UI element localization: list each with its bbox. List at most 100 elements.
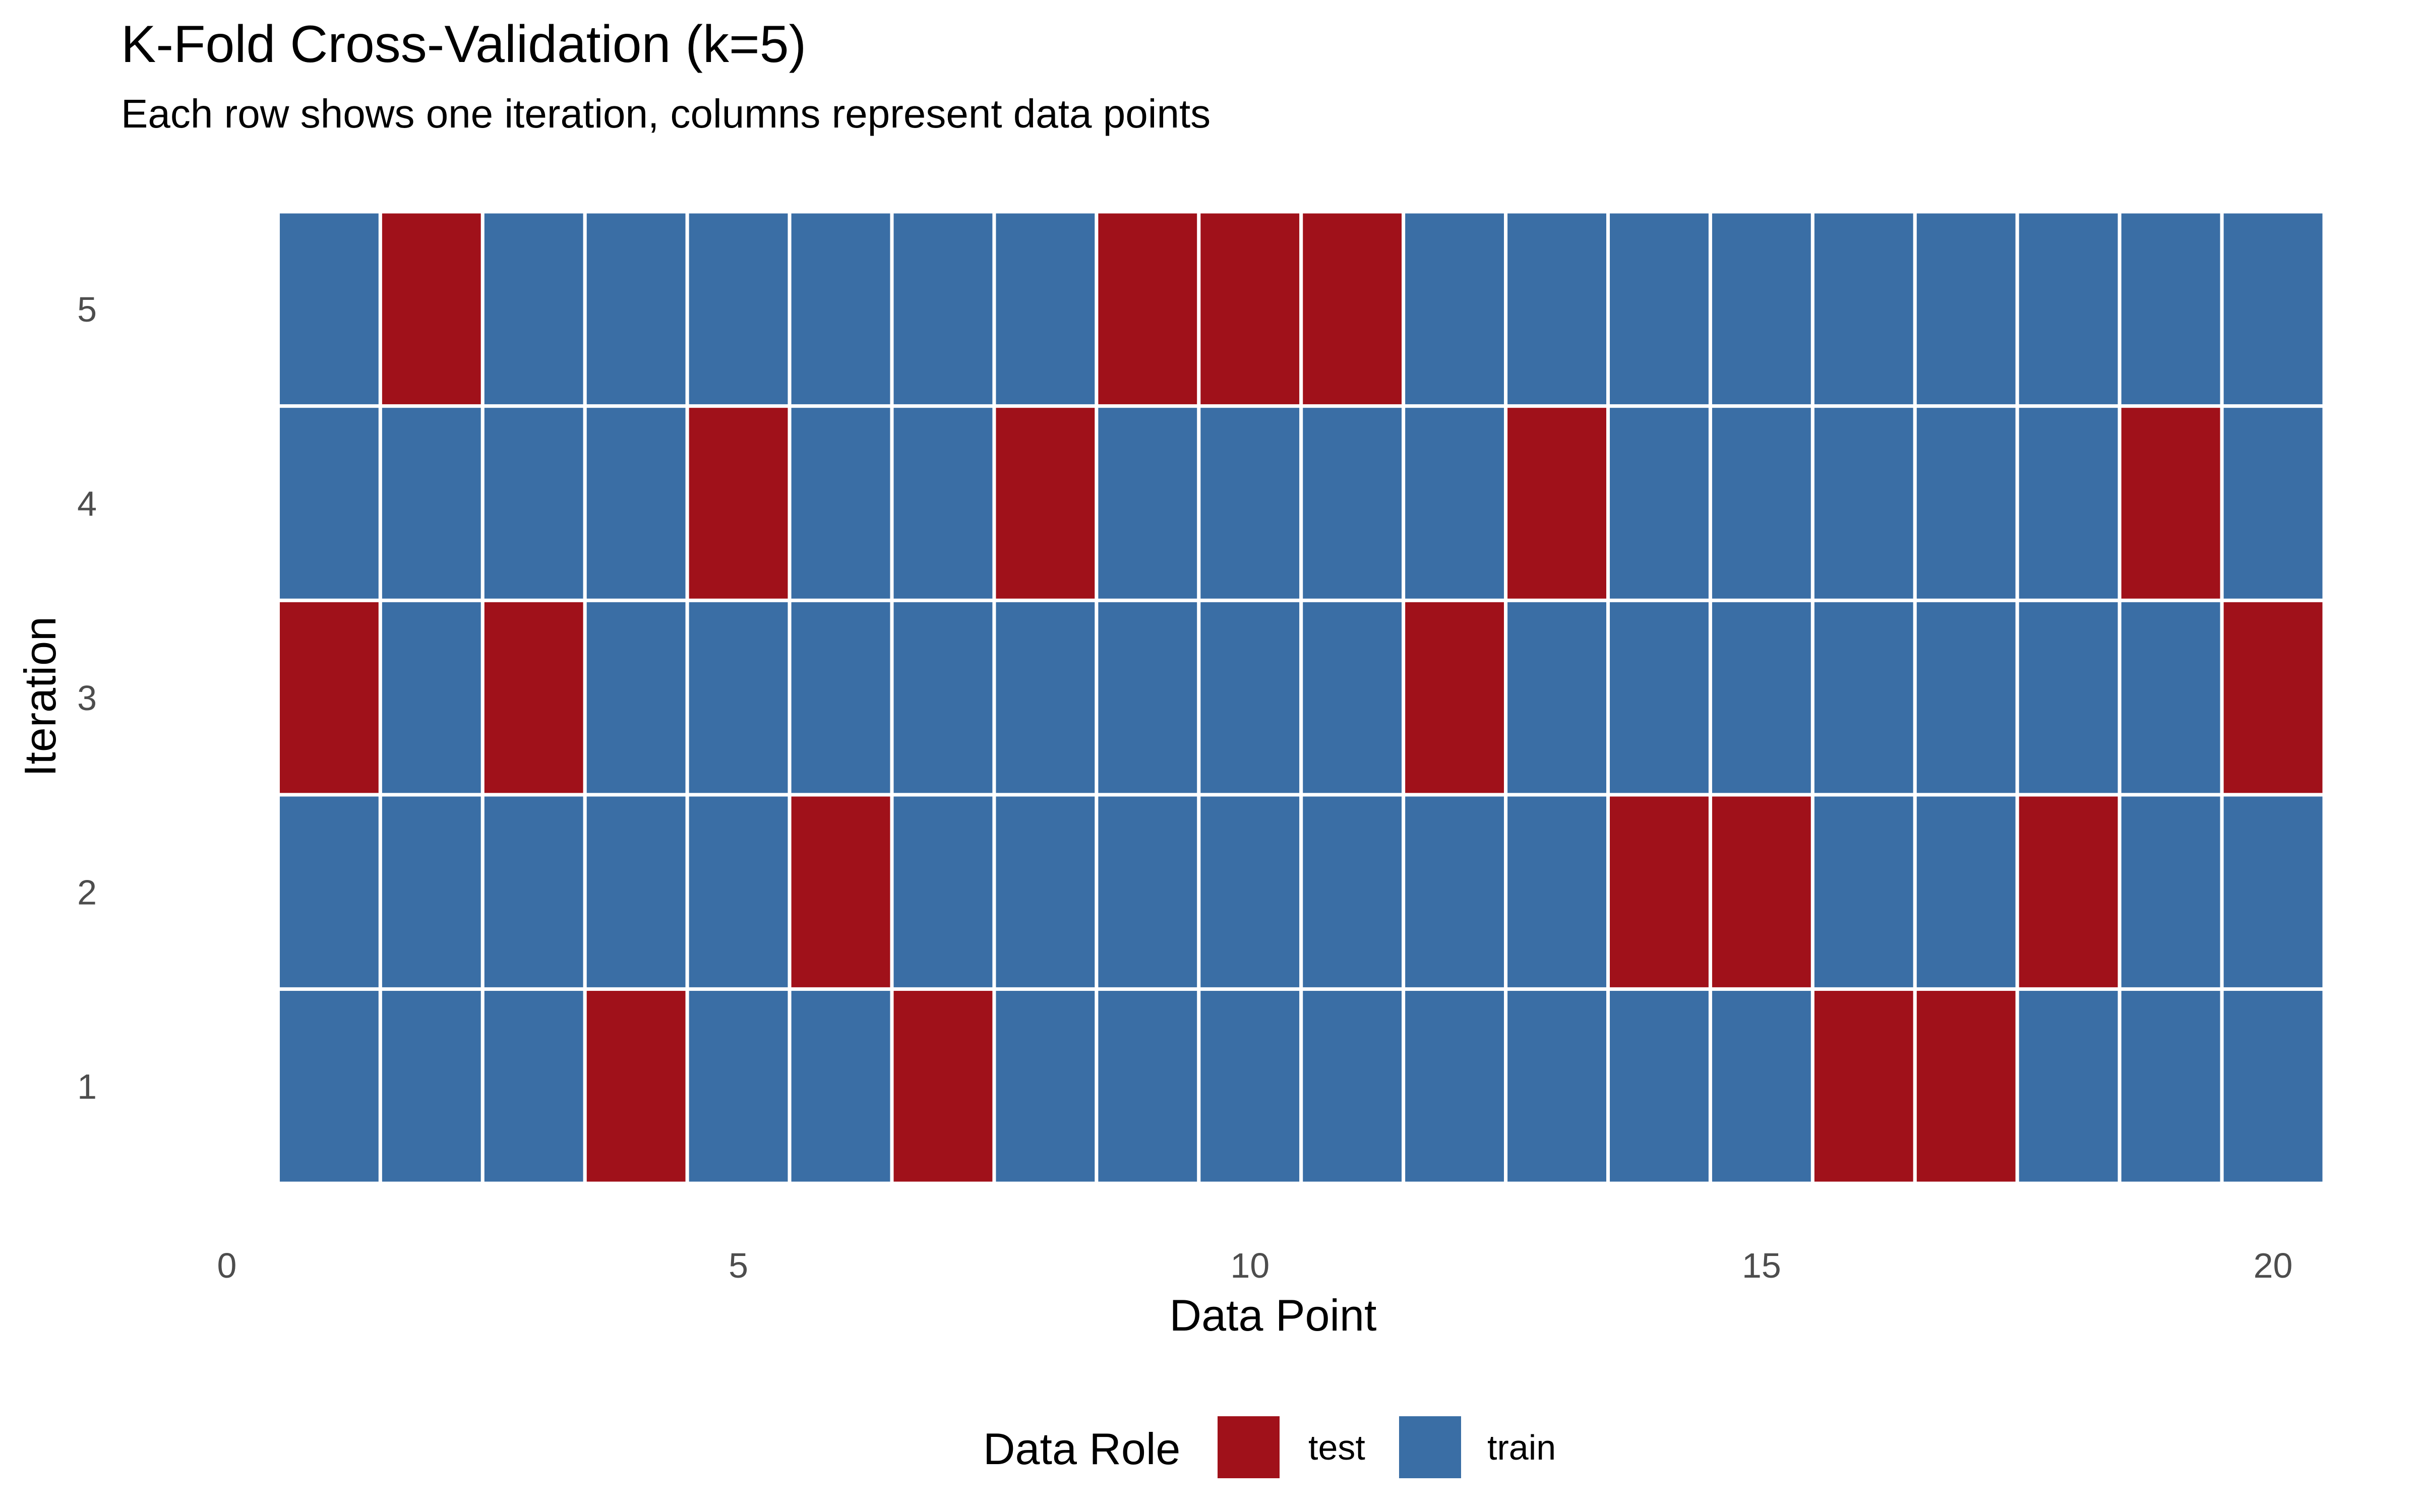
cell-iter5-point6-train xyxy=(788,210,894,408)
cell-iter1-point15-train xyxy=(1708,987,1814,1185)
cell-iter3-point20-test xyxy=(2220,598,2326,797)
chart-title: K-Fold Cross-Validation (k=5) xyxy=(121,15,806,74)
cell-iter5-point10-test xyxy=(1197,210,1303,408)
cell-iter1-point19-train xyxy=(2118,987,2224,1185)
cell-iter4-point8-test xyxy=(992,404,1099,602)
cell-iter1-point5-train xyxy=(685,987,792,1185)
cell-iter2-point9-train xyxy=(1095,793,1201,991)
cell-iter3-point12-test xyxy=(1402,598,1508,797)
cell-iter2-point19-train xyxy=(2118,793,2224,991)
cell-iter3-point1-test xyxy=(276,598,382,797)
cell-iter4-point16-train xyxy=(1810,404,1917,602)
cell-iter2-point17-train xyxy=(1913,793,2019,991)
cell-iter2-point4-train xyxy=(583,793,689,991)
cell-iter3-point18-train xyxy=(2015,598,2122,797)
cell-iter2-point18-test xyxy=(2015,793,2122,991)
y-axis-title: Iteration xyxy=(15,616,65,777)
legend-label-train: train xyxy=(1487,1428,1556,1467)
cell-iter4-point9-train xyxy=(1095,404,1201,602)
x-tick-label: 5 xyxy=(729,1246,748,1285)
cell-iter1-point3-train xyxy=(480,987,587,1185)
cell-iter5-point7-train xyxy=(890,210,996,408)
cell-iter2-point5-train xyxy=(685,793,792,991)
cell-iter2-point13-train xyxy=(1504,793,1610,991)
cell-iter5-point18-train xyxy=(2015,210,2122,408)
cell-iter4-point18-train xyxy=(2015,404,2122,602)
cell-iter4-point15-train xyxy=(1708,404,1814,602)
cell-iter2-point12-train xyxy=(1402,793,1508,991)
cell-iter5-point8-train xyxy=(992,210,1099,408)
cell-iter1-point11-train xyxy=(1299,987,1406,1185)
y-tick-label: 5 xyxy=(77,290,97,329)
cell-iter5-point5-train xyxy=(685,210,792,408)
cell-iter5-point9-test xyxy=(1095,210,1201,408)
x-tick-label: 20 xyxy=(2254,1246,2293,1285)
cell-iter3-point11-train xyxy=(1299,598,1406,797)
cell-iter3-point9-train xyxy=(1095,598,1201,797)
cell-iter1-point1-train xyxy=(276,987,382,1185)
cell-iter1-point16-test xyxy=(1810,987,1917,1185)
cell-iter3-point15-train xyxy=(1708,598,1814,797)
cell-iter5-point15-train xyxy=(1708,210,1814,408)
y-tick-label: 2 xyxy=(77,873,97,912)
cell-iter4-point13-test xyxy=(1504,404,1610,602)
cell-iter4-point3-train xyxy=(480,404,587,602)
cell-iter4-point20-train xyxy=(2220,404,2326,602)
legend: Data Role test train xyxy=(983,1416,1556,1478)
cell-iter3-point3-test xyxy=(480,598,587,797)
cell-iter4-point19-test xyxy=(2118,404,2224,602)
legend-label-test: test xyxy=(1308,1428,1365,1467)
legend-swatch-test xyxy=(1218,1416,1280,1478)
cell-iter4-point12-train xyxy=(1402,404,1508,602)
cell-iter2-point10-train xyxy=(1197,793,1303,991)
cell-iter2-point15-test xyxy=(1708,793,1814,991)
cell-iter3-point6-train xyxy=(788,598,894,797)
cell-iter2-point2-train xyxy=(378,793,485,991)
cell-iter5-point17-train xyxy=(1913,210,2019,408)
cell-iter3-point4-train xyxy=(583,598,689,797)
cell-iter1-point6-train xyxy=(788,987,894,1185)
cell-iter2-point6-test xyxy=(788,793,894,991)
cell-iter1-point2-train xyxy=(378,987,485,1185)
cell-iter3-point10-train xyxy=(1197,598,1303,797)
cell-iter5-point19-train xyxy=(2118,210,2224,408)
cell-iter3-point19-train xyxy=(2118,598,2224,797)
y-tick-label: 3 xyxy=(77,678,97,718)
cell-iter1-point7-test xyxy=(890,987,996,1185)
cell-iter5-point1-train xyxy=(276,210,382,408)
cell-iter4-point1-train xyxy=(276,404,382,602)
cell-iter2-point3-train xyxy=(480,793,587,991)
legend-swatch-train xyxy=(1399,1416,1461,1478)
cell-iter5-point2-test xyxy=(378,210,485,408)
cell-iter2-point14-test xyxy=(1606,793,1712,991)
cell-iter3-point16-train xyxy=(1810,598,1917,797)
cell-iter1-point4-test xyxy=(583,987,689,1185)
cell-iter4-point14-train xyxy=(1606,404,1712,602)
cell-iter2-point16-train xyxy=(1810,793,1917,991)
cell-iter4-point7-train xyxy=(890,404,996,602)
cell-iter2-point20-train xyxy=(2220,793,2326,991)
cell-iter1-point20-train xyxy=(2220,987,2326,1185)
cell-iter4-point11-train xyxy=(1299,404,1406,602)
chart-subtitle: Each row shows one iteration, columns re… xyxy=(121,91,1211,136)
cell-iter1-point8-train xyxy=(992,987,1099,1185)
cell-iter1-point12-train xyxy=(1402,987,1508,1185)
cell-iter3-point2-train xyxy=(378,598,485,797)
cell-iter3-point13-train xyxy=(1504,598,1610,797)
cell-iter5-point20-train xyxy=(2220,210,2326,408)
cell-iter4-point17-train xyxy=(1913,404,2019,602)
cell-iter5-point16-train xyxy=(1810,210,1917,408)
x-axis-title: Data Point xyxy=(1170,1290,1377,1340)
cell-iter2-point8-train xyxy=(992,793,1099,991)
cell-iter5-point13-train xyxy=(1504,210,1610,408)
x-tick-label: 0 xyxy=(217,1246,237,1285)
cell-iter3-point7-train xyxy=(890,598,996,797)
x-axis-ticks: 0 5 10 15 20 xyxy=(217,1246,2293,1285)
cell-iter5-point11-test xyxy=(1299,210,1406,408)
cell-iter5-point4-train xyxy=(583,210,689,408)
cell-iter1-point9-train xyxy=(1095,987,1201,1185)
cell-iter3-point17-train xyxy=(1913,598,2019,797)
cell-iter4-point10-train xyxy=(1197,404,1303,602)
x-tick-label: 15 xyxy=(1742,1246,1781,1285)
